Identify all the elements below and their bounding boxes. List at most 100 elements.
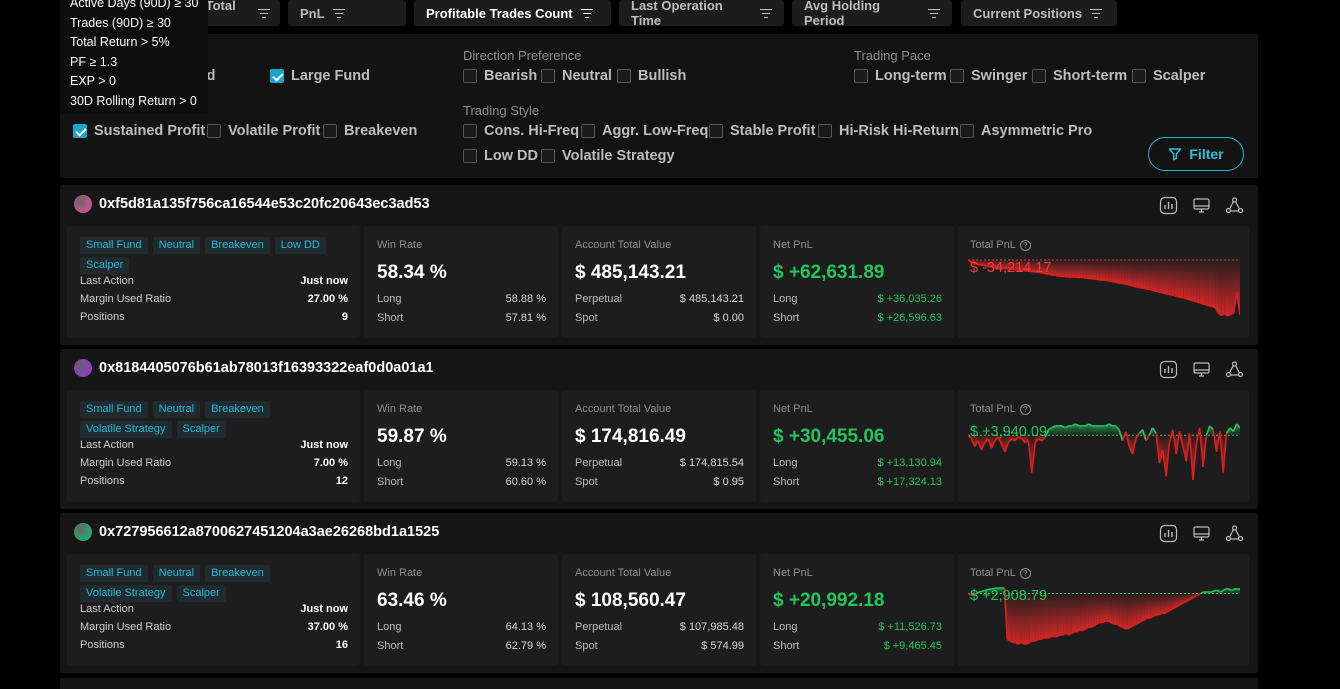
checkbox-empty-icon[interactable] [541,149,555,163]
checkbox-label: Bearish [484,68,538,84]
trader-tag[interactable]: Neutral [152,401,201,418]
checkbox-profit-style-0[interactable]: Sustained Profit [73,123,205,139]
trader-card[interactable]: 0x727956612a8700627451204a3ae26268bd1a15… [60,513,1258,673]
checkbox-empty-icon[interactable] [854,69,868,83]
checkbox-direction-0[interactable]: Bearish [463,68,537,84]
pnl-area-segment [1146,260,1150,290]
checkbox-label: Cons. Hi-Freq [484,123,580,139]
checkbox-trading-style-1[interactable]: Aggr. Low-Freq [581,123,708,139]
checkbox-empty-icon[interactable] [617,69,631,83]
checkbox-trading-style-2[interactable]: Stable Profit [709,123,815,139]
chart-icon[interactable] [1159,360,1178,379]
trader-tag[interactable]: Scalper [176,585,226,602]
checkbox-pace-1[interactable]: Swinger [950,68,1027,84]
pnl-line-segment [1215,431,1221,453]
checkbox-empty-icon[interactable] [207,124,221,138]
share-icon[interactable] [1225,524,1244,543]
checkbox-direction-1[interactable]: Neutral [541,68,612,84]
chart-icon[interactable] [1159,196,1178,215]
trader-tag[interactable]: Neutral [152,237,201,254]
chart-icon[interactable] [1159,524,1178,543]
trader-tag[interactable]: Scalper [80,257,130,274]
share-icon[interactable] [1225,360,1244,379]
checkbox-profit-style-1[interactable]: Volatile Profit [207,123,320,139]
trader-tag[interactable]: Scalper [176,421,226,438]
checkbox-trading-style-0[interactable]: Cons. Hi-Freq [463,123,579,139]
pnl-area-segment [1105,424,1110,436]
checkbox-pace-2[interactable]: Short-term [1032,68,1127,84]
checkbox-empty-icon[interactable] [323,124,337,138]
total-pnl-sparkline [968,587,1240,645]
share-icon[interactable] [1225,196,1244,215]
trader-address[interactable]: 0x8184405076b61ab78013f16393322eaf0d0a01… [99,360,434,376]
pnl-area-segment [1091,593,1095,628]
pnl-line-segment [1021,438,1026,444]
checkbox-fund-size-1[interactable]: Large Fund [270,68,370,84]
sort-button-4[interactable]: Avg Holding Period [792,0,952,28]
pnl-line-segment [1076,629,1081,633]
pnl-area-segment [1095,425,1099,436]
monitor-icon[interactable] [1192,524,1211,543]
total-pnl-value: $ +2,908.79 [970,588,1048,604]
trader-tag[interactable]: Small Fund [80,565,148,582]
filter-button[interactable]: Filter [1148,137,1244,171]
checkbox-empty-icon[interactable] [709,124,723,138]
trader-tag[interactable]: Neutral [152,565,201,582]
trader-tag[interactable]: Volatile Strategy [80,421,172,438]
checkbox-checked-icon[interactable] [270,69,284,83]
pnl-line-segment [1217,312,1222,317]
pnl-line-segment [1219,431,1225,473]
trader-address[interactable]: 0x727956612a8700627451204a3ae26268bd1a15… [99,524,440,540]
checkbox-empty-icon[interactable] [581,124,595,138]
checkbox-pace-3[interactable]: Scalper [1132,68,1205,84]
pnl-area-segment [1168,260,1172,295]
spot-row: Spot $ 0.95 [575,476,744,488]
checkbox-trading-style-3[interactable]: Hi-Risk Hi-Return [818,123,959,139]
monitor-icon[interactable] [1192,360,1211,379]
trader-tag[interactable]: Breakeven [205,565,270,582]
trader-tag[interactable]: Volatile Strategy [80,585,172,602]
trader-tag[interactable]: Low DD [274,237,326,254]
checkbox-checked-icon[interactable] [73,124,87,138]
checkbox-trading-style-5[interactable]: Low DD [463,148,538,164]
sort-button-5[interactable]: Current Positions [961,0,1117,26]
trader-card[interactable]: 0xf5d81a135f756ca16544e53c20fc20643ec3ad… [60,185,1258,345]
sort-button-3[interactable]: Last Operation Time [619,0,784,28]
checkbox-empty-icon[interactable] [1132,69,1146,83]
help-icon[interactable]: ? [1019,567,1031,579]
pnl-line-segment [1034,438,1040,444]
checkbox-empty-icon[interactable] [463,124,477,138]
pnl-line-segment [1232,423,1238,432]
checkbox-empty-icon[interactable] [463,69,477,83]
sort-button-1[interactable]: PnL [288,0,406,26]
trader-tag[interactable]: Small Fund [80,237,148,254]
trader-header[interactable]: 0xf5d81a135f756ca16544e53c20fc20643ec3ad… [74,195,430,213]
checkbox-direction-2[interactable]: Bullish [617,68,686,84]
trader-card-partial [60,678,1258,689]
trader-card[interactable]: 0x8184405076b61ab78013f16393322eaf0d0a01… [60,349,1258,509]
checkbox-trading-style-6[interactable]: Volatile Strategy [541,148,675,164]
trader-header[interactable]: 0x727956612a8700627451204a3ae26268bd1a15… [74,523,439,541]
trader-tag[interactable]: Small Fund [80,401,148,418]
trader-tag[interactable]: Breakeven [205,237,270,254]
checkbox-empty-icon[interactable] [950,69,964,83]
checkbox-empty-icon[interactable] [1032,69,1046,83]
help-icon[interactable]: ? [1019,403,1031,415]
checkbox-trading-style-4[interactable]: Asymmetric Pro [960,123,1092,139]
trader-header[interactable]: 0x8184405076b61ab78013f16393322eaf0d0a01… [74,359,434,377]
checkbox-empty-icon[interactable] [818,124,832,138]
pnl-area-segment [1129,435,1133,454]
checkbox-empty-icon[interactable] [463,149,477,163]
checkbox-empty-icon[interactable] [960,124,974,138]
margin-ratio-row: Margin Used Ratio 27.00 % [80,293,348,305]
checkbox-empty-icon[interactable] [541,69,555,83]
pnl-line-segment [1085,423,1090,427]
monitor-icon[interactable] [1192,196,1211,215]
trader-tag[interactable]: Breakeven [205,401,270,418]
pnl-line-segment [1175,431,1181,454]
checkbox-profit-style-2[interactable]: Breakeven [323,123,417,139]
trader-address[interactable]: 0xf5d81a135f756ca16544e53c20fc20643ec3ad… [99,196,430,212]
help-icon[interactable]: ? [1019,239,1031,251]
sort-button-2[interactable]: Profitable Trades Count [414,0,611,26]
checkbox-pace-0[interactable]: Long-term [854,68,947,84]
